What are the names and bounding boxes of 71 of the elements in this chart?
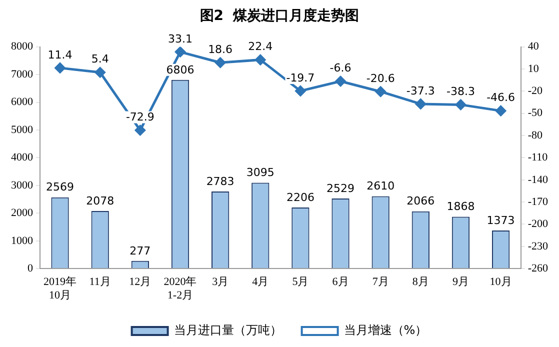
x-tick-label: 3月 xyxy=(212,276,229,288)
x-tick-label: 7月 xyxy=(372,276,389,288)
chart-title: 图2 煤炭进口月度走势图 xyxy=(200,7,360,24)
data-label: 33.1 xyxy=(168,32,192,46)
data-label: -20.6 xyxy=(366,72,395,85)
y-tick-label: 7000 xyxy=(11,68,34,80)
data-label: 11.4 xyxy=(48,48,72,62)
data-label: -38.3 xyxy=(446,85,475,98)
x-tick-label: 9月 xyxy=(452,276,469,288)
x-tick-label: 6月 xyxy=(332,276,349,288)
x-tick-label: 11月 xyxy=(89,276,111,288)
data-label: 2066 xyxy=(406,194,435,208)
y-tick-label: 8000 xyxy=(11,40,34,53)
point xyxy=(295,86,306,96)
data-label: -46.6 xyxy=(486,91,516,104)
y2-tick-label: -80 xyxy=(528,129,543,142)
y2-tick-label: -260 xyxy=(528,262,548,274)
point xyxy=(54,62,66,74)
x-tick-label: 8月 xyxy=(412,276,429,288)
data-label: 1373 xyxy=(486,214,515,227)
y2-tick-label: -140 xyxy=(528,174,548,186)
point xyxy=(455,99,466,110)
data-label: -37.3 xyxy=(406,84,435,98)
y-tick-label: 1000 xyxy=(11,234,34,247)
point xyxy=(335,76,346,87)
y-tick-label: 2000 xyxy=(11,207,34,220)
y2-tick-label: -110 xyxy=(528,152,548,164)
y2-tick-label: -200 xyxy=(528,218,548,230)
y-tick-label: 0 xyxy=(28,262,34,274)
data-label: 22.4 xyxy=(248,40,273,54)
y2-tick-label: -170 xyxy=(528,196,548,208)
data-label: 277 xyxy=(130,244,151,258)
data-label: 3095 xyxy=(246,166,274,180)
data-label: -72.9 xyxy=(126,110,154,124)
data-label: 1868 xyxy=(446,200,475,214)
data-label: 6806 xyxy=(166,63,194,76)
y-tick-label: 5000 xyxy=(11,124,34,136)
x-tick-label: 2019年 10月 xyxy=(44,276,77,302)
legend-label: 当月进口量（万吨） xyxy=(174,323,282,338)
x-tick-label: 4月 xyxy=(252,276,269,288)
data-label: 2078 xyxy=(86,194,114,208)
y2-tick-label: 10 xyxy=(528,62,540,75)
y2-tick-label: -20 xyxy=(528,85,543,98)
data-label: 5.4 xyxy=(91,52,109,66)
x-tick-label: 2020年 1-2月 xyxy=(164,276,197,302)
data-label: 2569 xyxy=(46,180,74,194)
x-tick-label: 5月 xyxy=(292,276,309,288)
point xyxy=(255,54,266,66)
legend-label: 当月增速（%） xyxy=(344,323,428,338)
y-tick-label: 3000 xyxy=(11,179,34,192)
y-tick-label: 6000 xyxy=(11,96,34,108)
y2-tick-label: -230 xyxy=(528,240,548,252)
point xyxy=(94,67,106,78)
data-label: 2529 xyxy=(326,182,355,195)
data-label: 2610 xyxy=(366,180,395,193)
point xyxy=(415,98,426,110)
data-label: -19.7 xyxy=(286,71,315,84)
y2-tick-label: 40 xyxy=(528,40,540,53)
x-tick-label: 12月 xyxy=(129,276,152,288)
y-tick-label: 4000 xyxy=(11,152,34,164)
point xyxy=(496,106,506,116)
point xyxy=(215,57,226,68)
x-tick-label: 10月 xyxy=(490,276,512,288)
point xyxy=(174,46,186,58)
point xyxy=(375,86,386,97)
data-label: 2206 xyxy=(286,190,314,204)
data-label: -6.6 xyxy=(330,62,352,75)
data-label: 2783 xyxy=(206,174,234,188)
point xyxy=(134,125,146,136)
y2-tick-label: -50 xyxy=(528,107,543,120)
data-label: 18.6 xyxy=(208,42,233,56)
